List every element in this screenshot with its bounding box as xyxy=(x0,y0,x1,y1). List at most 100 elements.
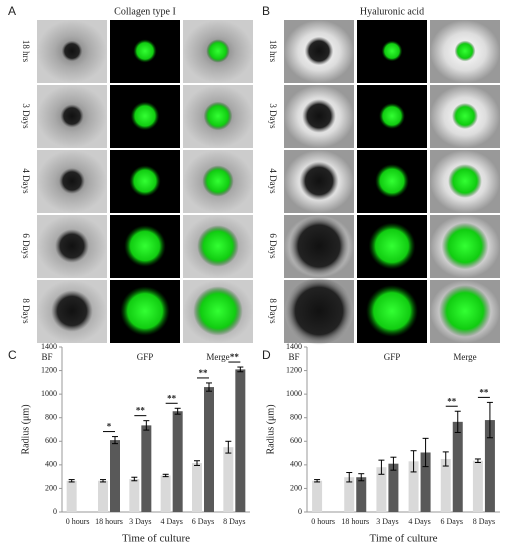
spheroid-gfp xyxy=(454,40,476,62)
spheroid-gfp xyxy=(130,101,160,131)
significance-label: ** xyxy=(136,406,146,416)
bar xyxy=(420,452,431,512)
y-tick-label: 1000 xyxy=(286,389,302,398)
spheroid-gfp xyxy=(366,285,418,337)
spheroid-gfp xyxy=(206,39,230,63)
significance-label: ** xyxy=(199,368,209,378)
significance-label: * xyxy=(107,422,112,432)
row-label: 6 Days xyxy=(21,233,31,259)
bar xyxy=(356,477,367,512)
spheroid-gfp xyxy=(129,165,161,197)
significance-label: ** xyxy=(167,393,177,403)
y-axis-label: Radius (μm) xyxy=(265,404,276,454)
significance-label: ** xyxy=(479,387,489,397)
bar xyxy=(223,447,234,512)
y-tick-label: 1400 xyxy=(286,342,302,351)
spheroid-gfp xyxy=(368,222,416,270)
y-tick-label: 1200 xyxy=(41,365,57,374)
spheroid-gfp xyxy=(120,286,170,336)
y-tick-label: 800 xyxy=(290,413,302,422)
panel-letter: D xyxy=(262,348,271,362)
y-tick-label: 600 xyxy=(290,436,302,445)
spheroid-gfp xyxy=(439,285,491,337)
x-tick-label: 3 Days xyxy=(376,517,398,526)
bar xyxy=(141,425,152,512)
column-label: Merge xyxy=(453,352,476,362)
panel-title: Hyaluronic acid xyxy=(360,6,424,17)
panel-title: Collagen type I xyxy=(114,6,176,17)
spheroid-gfp xyxy=(379,103,405,129)
bar xyxy=(66,480,77,512)
x-tick-label: 0 hours xyxy=(311,517,335,526)
row-label: 18 hrs xyxy=(21,40,31,63)
spheroid-gfp xyxy=(381,40,403,62)
significance-label: ** xyxy=(230,352,240,362)
spheroid xyxy=(59,168,85,194)
spheroid xyxy=(304,36,334,66)
bar xyxy=(98,480,108,512)
bar xyxy=(388,463,399,512)
y-tick-label: 800 xyxy=(45,413,57,422)
y-tick-label: 1400 xyxy=(41,342,57,351)
row-label: 3 Days xyxy=(268,103,278,129)
x-tick-label: 4 Days xyxy=(408,517,430,526)
spheroid-gfp xyxy=(375,164,409,198)
bar xyxy=(484,420,495,512)
spheroid xyxy=(302,99,336,133)
x-tick-label: 8 Days xyxy=(223,517,245,526)
y-tick-label: 1000 xyxy=(41,389,57,398)
significance-label: ** xyxy=(447,396,457,406)
y-axis-label: Radius (μm) xyxy=(20,404,31,454)
spheroid-gfp xyxy=(193,286,243,336)
bar xyxy=(172,411,183,512)
bar xyxy=(472,460,483,512)
x-axis-label: Time of culture xyxy=(369,533,437,545)
row-label: 4 Days xyxy=(21,168,31,194)
row-label: 4 Days xyxy=(268,168,278,194)
bar xyxy=(376,467,387,512)
spheroid-gfp xyxy=(133,39,157,63)
spheroid xyxy=(299,161,339,201)
y-tick-label: 600 xyxy=(45,436,57,445)
x-tick-label: 4 Days xyxy=(160,517,182,526)
bar xyxy=(344,477,355,512)
bar xyxy=(440,458,451,512)
bar xyxy=(129,479,140,512)
column-label: Merge xyxy=(206,352,229,362)
row-label: 8 Days xyxy=(21,298,31,324)
column-label: GFP xyxy=(137,352,154,362)
bar xyxy=(235,369,246,512)
row-label: 6 Days xyxy=(268,233,278,259)
y-tick-label: 400 xyxy=(45,460,57,469)
x-tick-label: 3 Days xyxy=(129,517,151,526)
panel-letter: A xyxy=(8,4,16,18)
y-tick-label: 0 xyxy=(53,507,57,516)
spheroid xyxy=(61,40,83,62)
y-tick-label: 400 xyxy=(290,460,302,469)
y-tick-label: 1200 xyxy=(286,365,302,374)
panel-letter: C xyxy=(8,348,17,362)
bar xyxy=(312,480,323,512)
column-label: BF xyxy=(41,352,52,362)
row-label: 18 hrs xyxy=(268,40,278,63)
spheroid xyxy=(55,229,89,263)
spheroid-gfp xyxy=(197,225,239,267)
x-tick-label: 18 hours xyxy=(95,517,123,526)
y-tick-label: 200 xyxy=(45,483,57,492)
bar xyxy=(204,387,214,512)
spheroid-gfp xyxy=(452,103,478,129)
bar xyxy=(408,461,419,512)
spheroid xyxy=(285,277,353,345)
bar xyxy=(110,440,120,512)
bar xyxy=(192,463,202,512)
spheroid-gfp xyxy=(448,164,482,198)
x-tick-label: 8 Days xyxy=(473,517,495,526)
x-tick-label: 0 hours xyxy=(66,517,90,526)
bar xyxy=(160,475,171,512)
x-axis-label: Time of culture xyxy=(122,533,190,545)
row-label: 3 Days xyxy=(21,103,31,129)
spheroid xyxy=(60,104,84,128)
y-tick-label: 0 xyxy=(298,507,302,516)
x-tick-label: 18 hours xyxy=(341,517,369,526)
